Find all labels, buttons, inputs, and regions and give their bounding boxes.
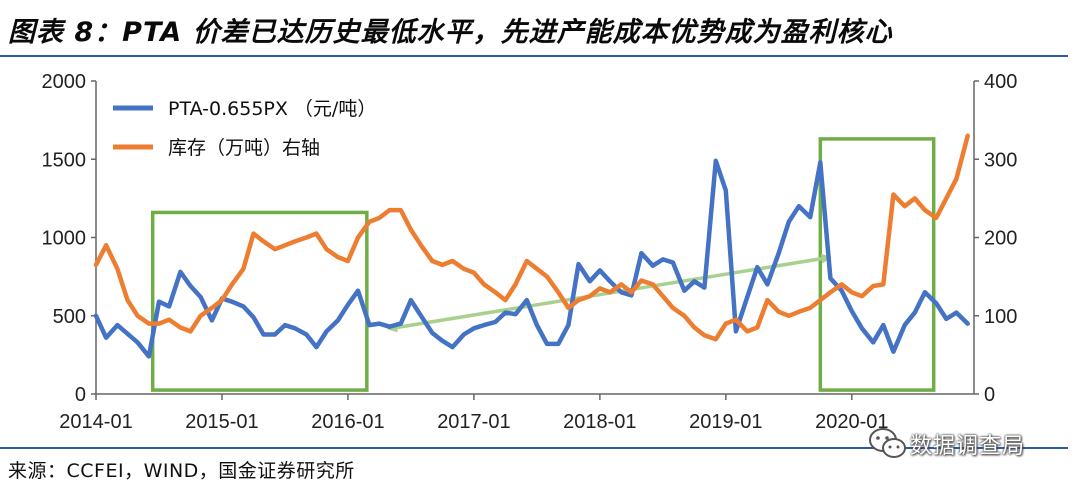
y-right-tick-label: 0 xyxy=(984,384,995,406)
y-left-tick-label: 0 xyxy=(75,384,86,406)
y-right-tick-label: 300 xyxy=(984,149,1017,171)
wechat-icon xyxy=(869,428,906,458)
source-divider xyxy=(0,447,1068,449)
x-tick-label: 2014-01 xyxy=(59,411,132,433)
chart-legend: PTA-0.655PX （元/吨） 库存（万吨）右轴 xyxy=(113,98,376,159)
legend-label-0: PTA-0.655PX （元/吨） xyxy=(168,98,376,120)
series-line-pta-spread xyxy=(93,158,970,359)
title-bar: 图表 8：PTA 价差已达历史最低水平，先进产能成本优势成为盈利核心 xyxy=(0,0,1080,57)
y-right-tick-label: 400 xyxy=(984,71,1017,93)
series-line-inventory xyxy=(93,133,970,342)
x-tick-label: 2016-01 xyxy=(311,411,384,433)
highlight-box-0 xyxy=(150,210,369,392)
highlight-box-1 xyxy=(818,137,936,392)
x-tick-label: 2020-01 xyxy=(815,411,888,433)
chart-series xyxy=(93,133,970,359)
y-right-tick-label: 100 xyxy=(984,306,1017,328)
y-left-tick-label: 500 xyxy=(53,306,86,328)
x-tick-label: 2019-01 xyxy=(689,411,762,433)
title-divider xyxy=(0,55,1068,57)
x-tick-label: 2015-01 xyxy=(185,411,258,433)
y-left-tick-label: 2000 xyxy=(42,71,87,93)
chart: 0 500 1000 1500 2000 0 100 200 300 400 2014-01 2015… xyxy=(42,71,1018,433)
x-tick-label: 2018-01 xyxy=(563,411,636,433)
source-note: 来源：CCFEI，WIND，国金证券研究所 xyxy=(8,460,355,482)
y-left-tick-label: 1000 xyxy=(42,228,87,250)
y-left-tick-label: 1500 xyxy=(42,149,87,171)
watermark: 数据调查局 xyxy=(868,424,1058,464)
x-tick-label: 2017-01 xyxy=(437,411,510,433)
watermark-text: 数据调查局 xyxy=(910,434,1026,459)
chart-title: 图表 8：PTA 价差已达历史最低水平，先进产能成本优势成为盈利核心 xyxy=(8,17,893,48)
chart-axes: 0 500 1000 1500 2000 0 100 200 300 400 2014-01 2015… xyxy=(42,71,1018,433)
legend-label-1: 库存（万吨）右轴 xyxy=(168,137,320,159)
y-right-tick-label: 200 xyxy=(984,228,1017,250)
